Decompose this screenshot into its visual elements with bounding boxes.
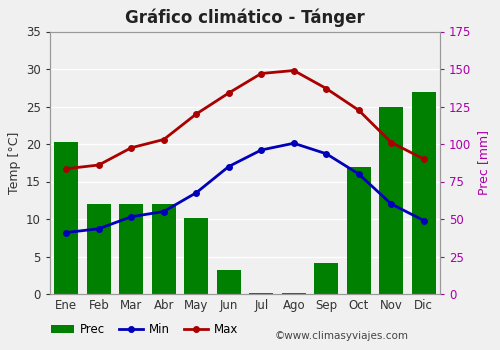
Bar [282, 293, 306, 294]
Bar [86, 204, 111, 294]
Bar [119, 204, 144, 294]
Bar [184, 217, 208, 294]
Bar [152, 204, 176, 294]
Legend: Prec, Min, Max: Prec, Min, Max [46, 318, 242, 341]
Bar [314, 262, 338, 294]
Y-axis label: Prec [mm]: Prec [mm] [477, 130, 490, 195]
Text: ©www.climasyviajes.com: ©www.climasyviajes.com [275, 331, 409, 341]
Bar [379, 106, 404, 294]
Bar [249, 293, 274, 294]
Y-axis label: Temp [°C]: Temp [°C] [8, 132, 20, 194]
Bar [412, 91, 436, 294]
Title: Gráfico climático - Tánger: Gráfico climático - Tánger [125, 9, 365, 27]
Bar [216, 270, 241, 294]
Bar [346, 167, 371, 294]
Bar [54, 142, 78, 294]
